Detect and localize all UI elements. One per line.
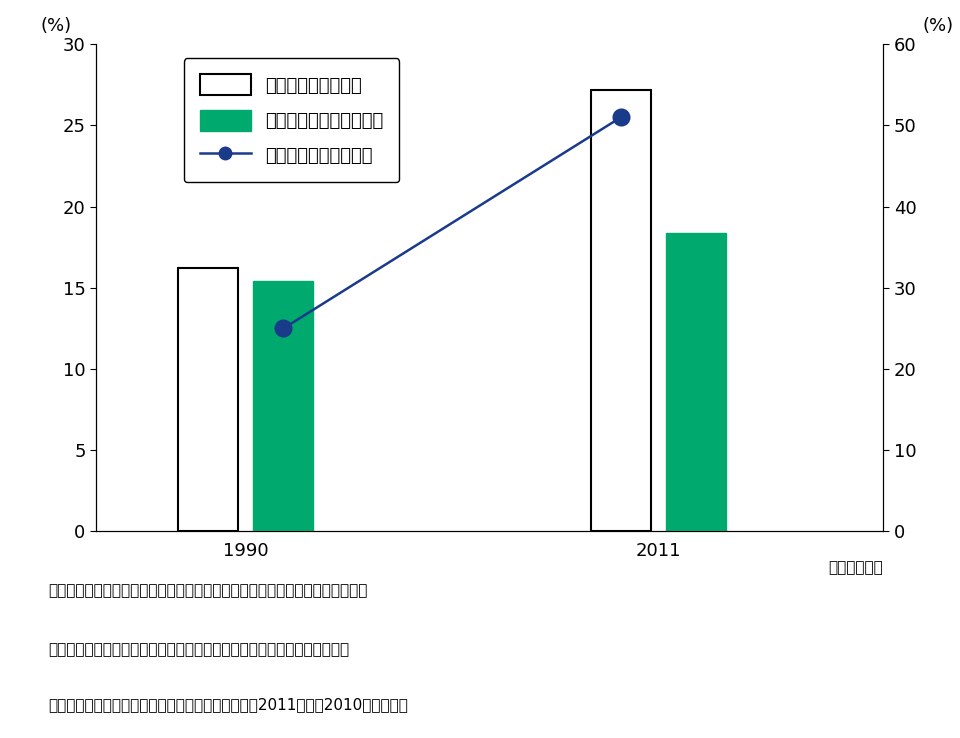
Text: （年、年度）: （年、年度） xyxy=(828,561,883,576)
Text: （注）「上級ホワイトカラー」は専門的・技術的職業および管理的職業。: （注）「上級ホワイトカラー」は専門的・技術的職業および管理的職業。 xyxy=(48,642,349,657)
Bar xyxy=(179,269,238,531)
Bar xyxy=(666,232,726,531)
Text: 資料：「労働力調査（特別調査）」「同（詳細集計）」「文部科学統計要覧」: 資料：「労働力調査（特別調査）」「同（詳細集計）」「文部科学統計要覧」 xyxy=(48,583,368,598)
Text: 「大学への進学率」は過年度高卒者などを含む。2011年度は2010年度の値。: 「大学への進学率」は過年度高卒者などを含む。2011年度は2010年度の値。 xyxy=(48,697,408,712)
Legend: 大卒・大学院卒比率, 上級ホワイトカラー比率, 大学への進学率（右）: 大卒・大学院卒比率, 上級ホワイトカラー比率, 大学への進学率（右） xyxy=(183,58,399,182)
Text: (%): (%) xyxy=(41,16,72,35)
Bar xyxy=(253,281,313,531)
Bar xyxy=(590,90,651,531)
Text: (%): (%) xyxy=(923,16,953,35)
